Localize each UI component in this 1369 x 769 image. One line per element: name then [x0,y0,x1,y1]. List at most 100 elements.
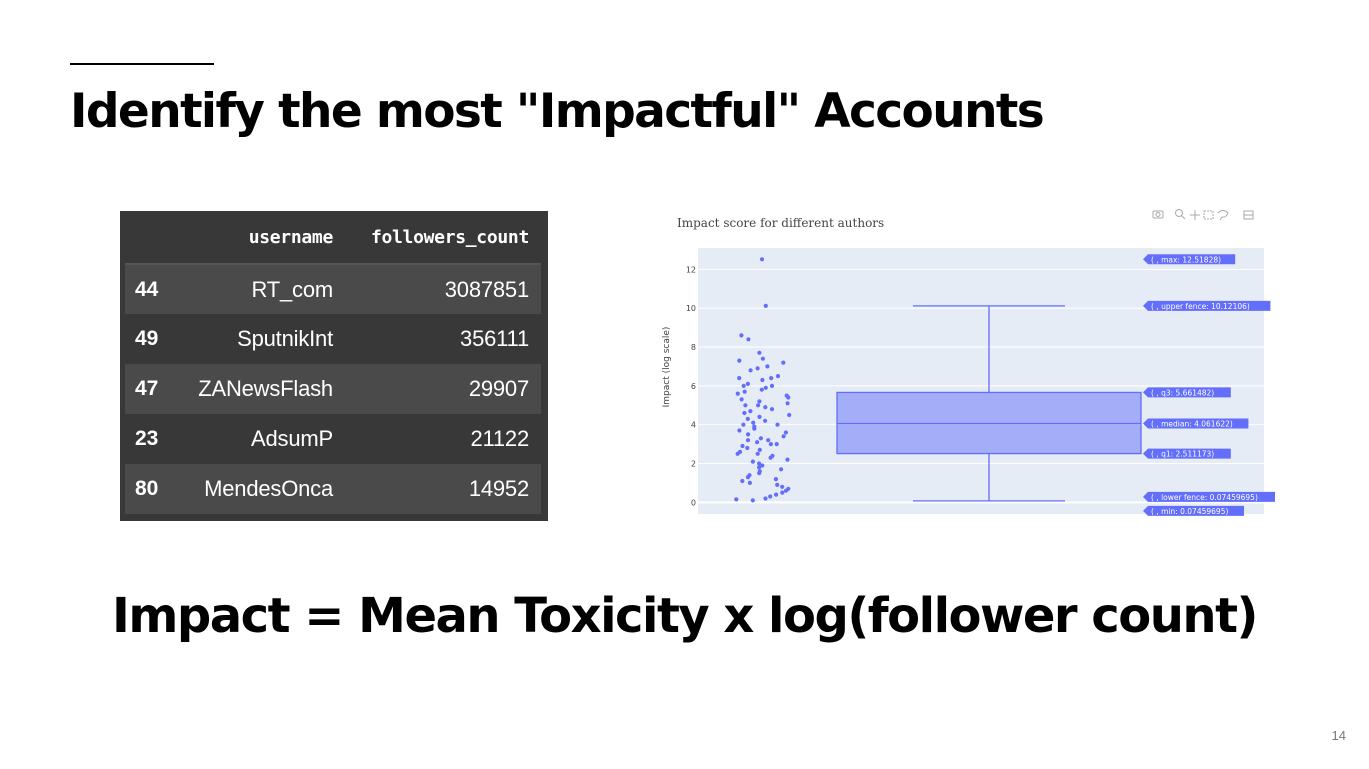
data-point [735,451,740,456]
data-point [780,484,785,489]
y-axis-label: Impact (log scale) [662,327,672,408]
data-point [757,471,762,476]
data-point [734,497,739,502]
data-point [745,445,750,451]
data-point [757,447,762,452]
zoom-icon[interactable] [1175,209,1186,220]
followers-table: username followers_count 44 RT_com 30878… [120,211,548,521]
data-point [768,455,773,460]
lower-fence-label: ( , lower fence: 0.07459695) [1143,491,1275,502]
table-row: 49 SputnikInt 356111 [125,314,541,364]
data-point [785,457,790,462]
data-point [735,391,740,396]
plot-area[interactable] [698,248,1264,514]
upper-fence-label: ( , upper fence: 10.12106) [1143,300,1271,311]
row-index: 49 [135,327,159,350]
data-point [759,387,764,392]
min-label-text: ( , min: 0.07459695) [1151,507,1228,516]
data-point [774,492,779,497]
row-index: 23 [135,427,159,450]
data-point [745,381,750,386]
data-point [774,442,779,447]
y-tick-label: 10 [686,304,696,313]
data-point [748,409,753,414]
data-point [780,490,785,495]
data-point [752,426,757,431]
box [836,305,1142,502]
chart-title: Impact score for different authors [677,216,884,230]
q1-label: ( , q1: 2.511173) [1143,448,1231,459]
data-point [755,451,760,456]
median-label-text: ( , median: 4.061622) [1151,419,1233,428]
data-point [743,403,748,408]
data-point [757,350,762,355]
slide-title: Identify the most "Impactful" Accounts [70,84,1045,139]
data-point [757,399,762,404]
data-point [775,422,780,427]
y-tick-label: 12 [686,265,696,274]
median-label: ( , median: 4.061622) [1143,418,1249,429]
data-point [741,383,746,388]
data-point [750,459,755,464]
y-tick-label: 0 [691,498,696,507]
data-point [779,467,784,472]
data-point [768,442,773,447]
data-point [745,416,750,421]
data-points [734,257,792,503]
data-point [737,376,742,381]
data-point [750,498,755,503]
impact-formula: Impact = Mean Toxicity x log(follower co… [112,588,1258,644]
row-index: 80 [135,477,159,500]
data-point [757,414,762,419]
data-point [737,428,742,433]
data-point [766,438,771,443]
y-tick-label: 2 [691,460,696,469]
data-point [747,480,752,485]
data-point [787,412,792,418]
username-cell: MendesOnca [204,476,333,501]
index-header [125,211,175,265]
data-point [745,438,751,443]
data-point [739,333,744,338]
data-point [786,395,791,400]
data-point [740,443,745,449]
data-point [763,303,768,308]
data-point [756,403,761,408]
pan-icon[interactable] [1190,210,1200,220]
y-axis-ticks: 0 2 4 6 8 10 12 [686,265,696,507]
table-row: 44 RT_com 3087851 [125,264,541,314]
data-point [783,488,789,493]
data-point [755,440,760,445]
username-cell: ZANewsFlash [198,376,333,401]
max-label-text: ( , max: 12.51828) [1151,255,1221,264]
data-point [737,358,742,363]
min-label: ( , min: 0.07459695) [1143,505,1244,516]
data-point [781,434,786,439]
data-point [741,422,746,427]
data-point [751,420,756,425]
camera-icon[interactable] [1152,210,1164,219]
y-tick-label: 4 [691,421,696,430]
data-point [748,368,753,373]
data-point [755,366,760,371]
table-header-row: username followers_count [125,211,541,265]
lasso-icon[interactable] [1217,210,1229,221]
followers-count-cell: 3087851 [444,276,529,302]
data-point [781,360,786,365]
followers-count-cell: 29907 [468,376,529,401]
y-tick-label: 6 [691,382,696,391]
lower-fence-label-text: ( , lower fence: 0.07459695) [1151,493,1258,502]
data-point [769,376,774,381]
data-point [759,257,765,262]
q3-label: ( , q3: 5.661482) [1143,387,1231,398]
data-point [785,401,790,406]
box-select-icon[interactable] [1203,210,1214,220]
username-cell: AdsumP [251,426,333,451]
data-point [758,436,763,441]
data-point [765,364,770,369]
data-point [760,356,765,361]
data-point [760,377,765,383]
table-row: 47 ZANewsFlash 29907 [125,364,541,414]
reset-axes-icon[interactable] [1243,210,1254,220]
data-point [746,337,751,342]
